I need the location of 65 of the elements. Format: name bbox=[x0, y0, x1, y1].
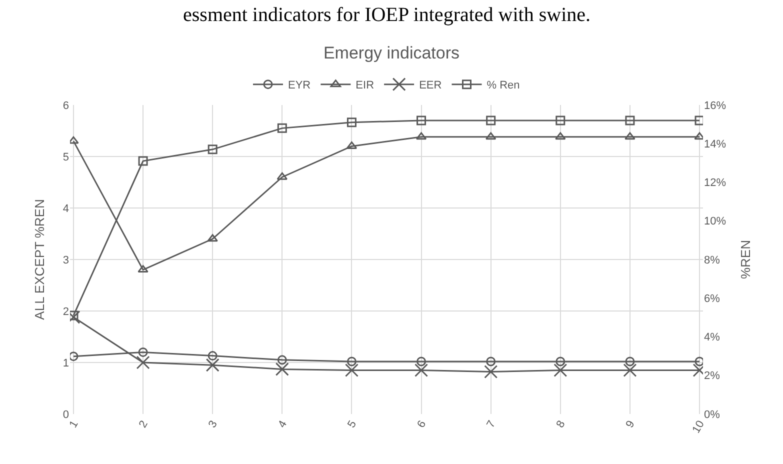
y-tick-label: 5 bbox=[62, 151, 69, 164]
point bbox=[344, 363, 358, 377]
y-tick-label: 2 bbox=[62, 306, 69, 318]
text: essment indicators for IOEP integrated with swine. bbox=[183, 4, 590, 26]
point bbox=[486, 116, 496, 126]
x-tick-label: 3 bbox=[206, 418, 220, 430]
point bbox=[556, 356, 566, 366]
point bbox=[207, 234, 218, 242]
x-tick-label: 9 bbox=[624, 418, 638, 430]
point bbox=[70, 352, 78, 362]
legend-label: % Ren bbox=[486, 80, 520, 92]
y2-tick-label: 12% bbox=[704, 177, 726, 190]
x-tick-label: 10 bbox=[690, 418, 707, 436]
point bbox=[414, 363, 428, 377]
y-tick-label: 1 bbox=[62, 357, 69, 370]
x-tick-label: 4 bbox=[276, 418, 290, 430]
y-axis-title: ALL EXCEPT %REN bbox=[32, 199, 47, 320]
point bbox=[275, 362, 289, 376]
y2-axis-title: %REN bbox=[738, 240, 753, 280]
point bbox=[623, 363, 637, 377]
point bbox=[277, 123, 287, 133]
point bbox=[346, 356, 356, 366]
point bbox=[624, 132, 636, 140]
y-tick-label: 0 bbox=[62, 408, 69, 421]
chart-title: Emergy indicators bbox=[323, 43, 460, 62]
point bbox=[625, 356, 635, 366]
point bbox=[694, 116, 703, 126]
point bbox=[208, 351, 218, 361]
point bbox=[70, 310, 78, 320]
legend-label: EYR bbox=[288, 80, 311, 92]
point bbox=[138, 265, 148, 273]
x-tick-label: 7 bbox=[484, 418, 498, 430]
legend-label: EIR bbox=[356, 80, 374, 92]
point bbox=[484, 365, 498, 379]
y2-tick-label: 8% bbox=[704, 254, 720, 266]
point bbox=[486, 356, 496, 366]
point bbox=[694, 356, 703, 366]
x-tick-label: 5 bbox=[346, 418, 360, 430]
y-tick-label: 3 bbox=[62, 254, 69, 266]
y2-tick-label: 10% bbox=[704, 216, 726, 228]
y-tick-label: 4 bbox=[62, 202, 69, 215]
y2-tick-label: 2% bbox=[704, 370, 720, 382]
point bbox=[206, 358, 220, 372]
point bbox=[556, 116, 566, 126]
point bbox=[625, 116, 635, 126]
point bbox=[346, 118, 356, 128]
y2-tick-label: 4% bbox=[704, 332, 720, 344]
point bbox=[138, 347, 148, 357]
point bbox=[416, 356, 426, 366]
x-tick-label: 6 bbox=[415, 418, 429, 430]
point bbox=[277, 355, 287, 365]
x-tick-label: 8 bbox=[554, 418, 568, 430]
point bbox=[208, 144, 218, 154]
y-tick-label: 6 bbox=[62, 100, 69, 112]
y2-tick-label: 0% bbox=[704, 408, 720, 421]
y2-tick-label: 16% bbox=[704, 100, 726, 112]
point bbox=[555, 132, 566, 140]
point bbox=[554, 363, 568, 377]
point bbox=[138, 156, 148, 166]
point bbox=[416, 116, 426, 126]
y2-tick-label: 14% bbox=[704, 138, 726, 150]
point bbox=[136, 356, 150, 370]
x-tick-label: 2 bbox=[136, 418, 150, 430]
legend-label: EER bbox=[419, 80, 442, 92]
y2-tick-label: 6% bbox=[704, 292, 720, 305]
